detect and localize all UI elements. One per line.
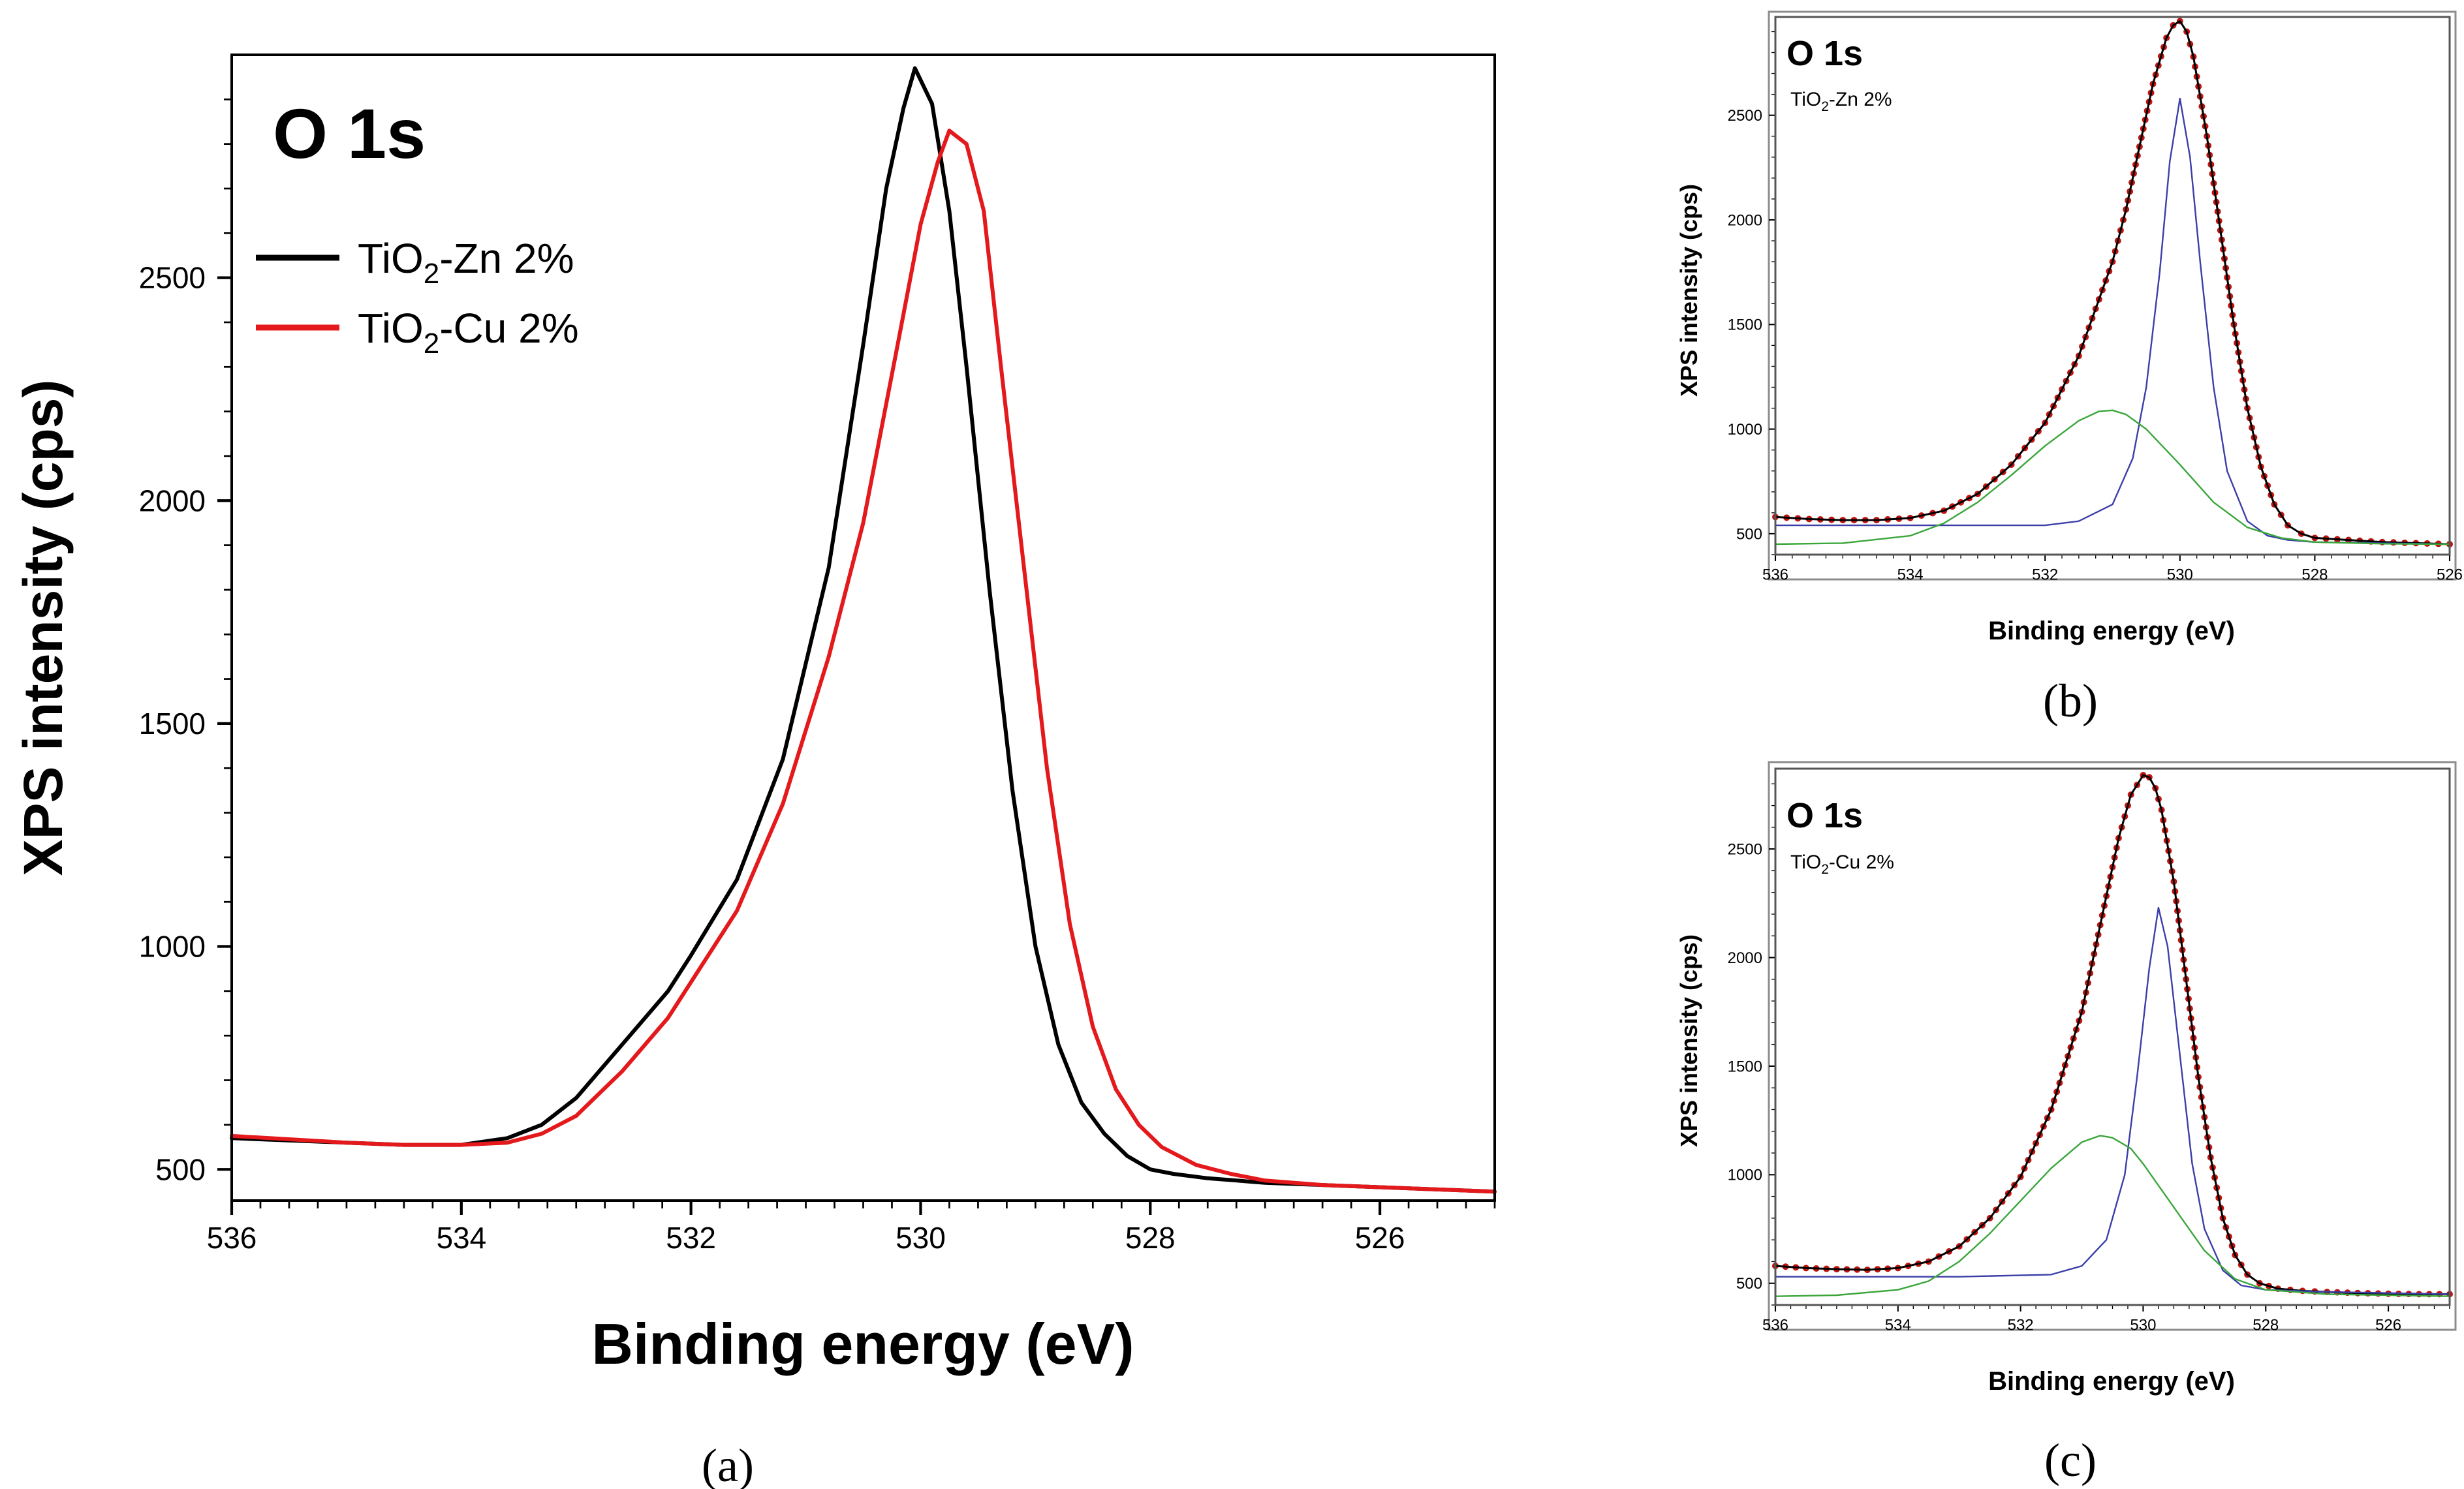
panel-a-ticks: 536 534 532 530 528 526 500 1000 1500 2000 2500: [139, 98, 1496, 1255]
panel-c-ylabel: XPS intensity (cps): [1676, 934, 1702, 1147]
panel-c-outer-frame: [1768, 761, 2457, 1331]
panel-a-xlabel: Binding energy (eV): [591, 1312, 1134, 1376]
y-tick-label: 1000: [1728, 1167, 1762, 1184]
panel-b-sample-label: TiO2-Zn 2%: [1790, 89, 1892, 114]
x-tick-label: 530: [2130, 1316, 2156, 1334]
y-tick-label: 500: [155, 1152, 206, 1186]
panel-a-ylabel: XPS intensity (cps): [12, 380, 74, 876]
component-line-3: [1774, 409, 2451, 545]
panel-c-frame: [1774, 767, 2451, 1306]
x-tick-label: 528: [1125, 1221, 1176, 1255]
x-tick-label: 526: [2375, 1316, 2401, 1334]
y-tick-label: 2500: [139, 261, 206, 295]
x-tick-label: 532: [2032, 566, 2058, 583]
panel-b-frame: [1774, 16, 2451, 556]
panel-a-legend: TiO2-Zn 2% TiO2-Cu 2%: [256, 235, 579, 360]
panel-c-title: O 1s: [1786, 796, 1863, 835]
y-tick-label: 2000: [1728, 949, 1762, 967]
y-tick-label: 1000: [1728, 421, 1762, 438]
y-tick-label: 1500: [1728, 316, 1762, 334]
y-tick-label: 2000: [1728, 211, 1762, 229]
legend-label-cu: TiO2-Cu 2%: [358, 305, 579, 360]
x-tick-label: 534: [1897, 566, 1924, 583]
panel-c-ticks: 536 534 532 530 528 526 500 1000 1500 2000 2500: [1728, 783, 2450, 1334]
x-tick-label: 536: [1762, 1316, 1788, 1334]
panel-c-series: [1772, 771, 2453, 1298]
x-tick-label: 526: [1355, 1221, 1405, 1255]
x-tick-label: 534: [1885, 1316, 1911, 1334]
x-tick-label: 536: [1762, 566, 1788, 583]
y-tick-label: 500: [1736, 1275, 1762, 1293]
panel-a-caption: (a): [702, 1439, 754, 1489]
y-tick-label: 2500: [1728, 107, 1762, 125]
x-tick-label: 526: [2437, 566, 2463, 583]
panel-c-caption: (c): [2044, 1434, 2097, 1486]
panel-b: 536 534 532 530 528 526 500 1000 1500 2000 2500 O …: [1676, 10, 2463, 727]
y-tick-label: 1000: [139, 930, 206, 964]
y-tick-label: 1500: [139, 707, 206, 741]
y-tick-label: 2000: [139, 484, 206, 517]
y-tick-label: 2500: [1728, 841, 1762, 859]
x-tick-label: 528: [2301, 566, 2328, 583]
fit-line: [1774, 20, 2451, 545]
y-tick-label: 1500: [1728, 1058, 1762, 1075]
x-tick-label: 530: [896, 1221, 946, 1255]
component-line-3: [1774, 1135, 2451, 1297]
panel-b-series: [1772, 18, 2453, 547]
x-tick-label: 536: [207, 1221, 257, 1255]
x-tick-label: 532: [666, 1221, 716, 1255]
panel-b-xlabel: Binding energy (eV): [1988, 617, 2235, 645]
x-tick-label: 528: [2253, 1316, 2279, 1334]
y-tick-label: 500: [1736, 525, 1762, 543]
panel-b-outer-frame: [1768, 10, 2457, 581]
x-tick-label: 530: [2167, 566, 2193, 583]
panel-a-series: [230, 66, 1497, 1194]
panel-c-xlabel: Binding energy (eV): [1988, 1367, 2235, 1396]
panel-b-ylabel: XPS intensity (cps): [1676, 184, 1702, 397]
series-line-1: [230, 129, 1497, 1194]
panel-b-title: O 1s: [1786, 34, 1863, 73]
panel-a: 536 534 532 530 528 526 500 1000 1500 2000 2500 O …: [12, 54, 1497, 1489]
panel-a-frame: [230, 54, 1496, 1202]
series-line-0: [230, 66, 1497, 1194]
panel-b-caption: (b): [2043, 675, 2098, 727]
component-line-2: [1774, 97, 2451, 545]
panel-a-title: O 1s: [273, 94, 426, 173]
x-tick-label: 532: [2008, 1316, 2034, 1334]
panel-c: 536 534 532 530 528 526 500 1000 1500 2000 2500 O …: [1676, 761, 2457, 1486]
legend-label-zn: TiO2-Zn 2%: [358, 235, 574, 290]
panel-c-sample-label: TiO2-Cu 2%: [1790, 852, 1894, 877]
x-tick-label: 534: [436, 1221, 486, 1255]
